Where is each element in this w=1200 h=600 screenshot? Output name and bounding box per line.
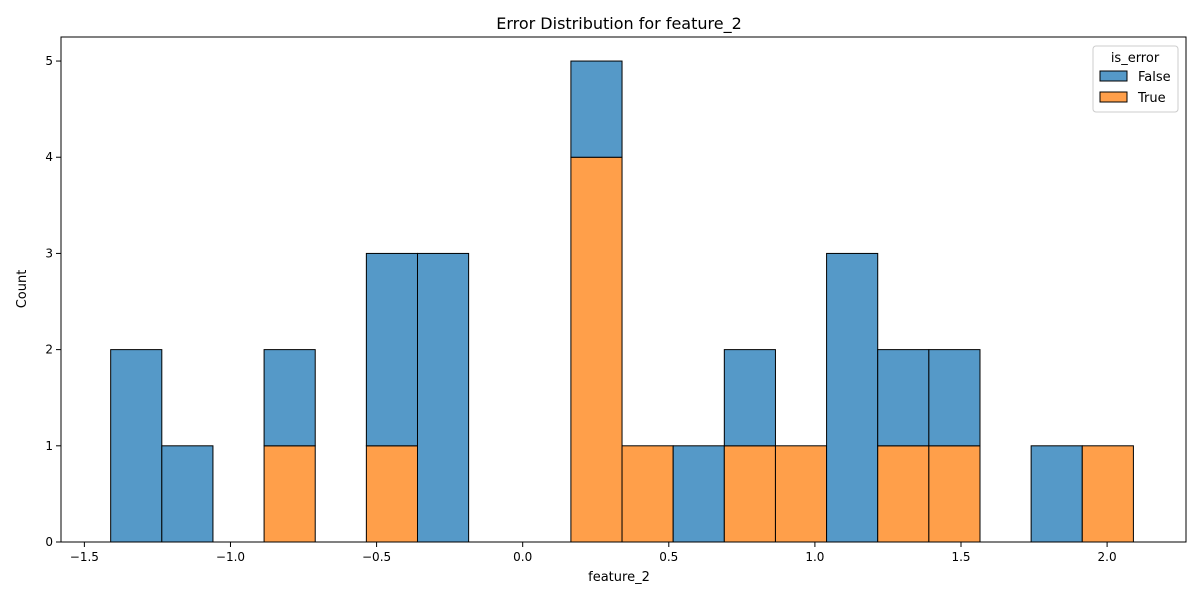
bar-true-bin-13 [774, 445, 828, 543]
bar-true-bin-12 [723, 445, 776, 543]
bar-true-bin-19 [1081, 445, 1134, 543]
y-axis-ticks: 0 1 2 3 4 5 [45, 54, 61, 549]
x-axis-label: feature_2 [588, 570, 650, 585]
y-tick-label: 3 [45, 246, 53, 260]
bar-false-bin-18 [1030, 445, 1083, 543]
bar-false-bin-0 [110, 349, 163, 543]
bar-true-bin-9 [570, 156, 623, 543]
x-tick-label: −0.5 [362, 550, 391, 564]
bar-true-bin-15 [877, 445, 930, 543]
y-tick-label: 2 [45, 343, 53, 357]
bar-true-bin-16 [928, 445, 981, 543]
bar-false-bin-16 [928, 349, 981, 447]
bar-true-bin-5 [365, 445, 418, 543]
bar-false-bin-6 [416, 252, 470, 543]
legend-label-true: True [1137, 91, 1166, 106]
bar-false-bin-12 [723, 349, 776, 447]
x-tick-label: 0.0 [513, 550, 532, 564]
bar-true-bin-10 [621, 445, 674, 543]
x-tick-label: −1.5 [70, 550, 99, 564]
bar-false-bin-1 [161, 445, 214, 543]
y-tick-label: 5 [45, 54, 53, 68]
x-tick-label: −1.0 [216, 550, 245, 564]
bar-false-bin-5 [365, 252, 418, 447]
plot-frame [60, 36, 1187, 543]
x-tick-label: 1.0 [805, 550, 824, 564]
bar-false-bin-15 [877, 349, 930, 447]
bar-false-bin-9 [570, 60, 623, 158]
x-tick-label: 1.5 [951, 550, 970, 564]
chart-title: Error Distribution for feature_2 [496, 14, 742, 34]
bar-true-bin-3 [263, 445, 316, 543]
bar-false-bin-3 [263, 349, 316, 447]
x-axis-ticks: −1.5 −1.0 −0.5 0.0 0.5 1.0 1.5 2.0 [70, 542, 1117, 564]
y-tick-label: 4 [45, 150, 53, 164]
legend: is_error False True [1092, 45, 1179, 113]
y-tick-label: 1 [45, 439, 53, 453]
bar-false-bin-14 [826, 252, 879, 543]
legend-title: is_error [1111, 51, 1160, 66]
y-axis-label: Count [15, 270, 30, 309]
bars-group [110, 60, 1134, 543]
x-tick-label: 2.0 [1098, 550, 1117, 564]
legend-swatch-true [1099, 91, 1128, 103]
bar-false-bin-11 [672, 445, 725, 543]
y-tick-label: 0 [45, 535, 53, 549]
legend-swatch-false [1099, 70, 1128, 82]
legend-label-false: False [1138, 70, 1171, 85]
x-tick-label: 0.5 [659, 550, 678, 564]
